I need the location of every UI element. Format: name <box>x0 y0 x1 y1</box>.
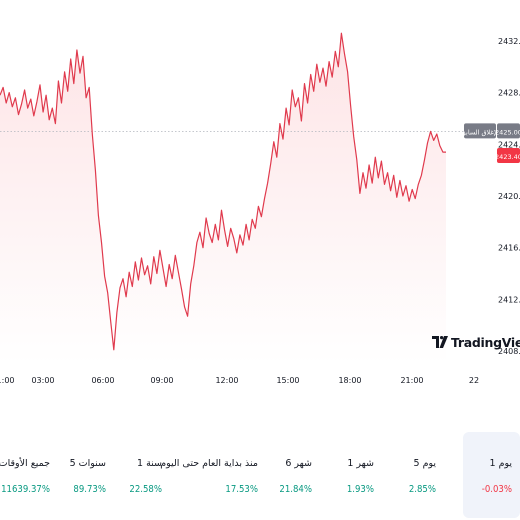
period-label: 5 سنوات <box>69 458 106 469</box>
previous-close-value-badge <box>497 123 520 139</box>
period-1-month[interactable]: 1 شهر 1.93% <box>320 432 382 518</box>
x-tick-label: 01:00 <box>0 376 15 385</box>
period-label: 6 شهر <box>285 458 312 469</box>
previous-close-label-badge <box>464 123 496 139</box>
y-tick-label: 2432.00 <box>498 37 520 46</box>
period-change: 11639.37% <box>1 484 50 495</box>
y-tick-label: 2416.00 <box>498 244 520 253</box>
price-chart-canvas[interactable]: 2408.00 2412.00 2416.00 2420.00 2424.00 2428.… <box>0 0 520 400</box>
period-label: منذ بداية العام حتى اليوم <box>160 458 258 469</box>
period-label: 1 سنة <box>137 458 162 469</box>
last-price-value: 2423.40 <box>495 153 520 161</box>
period-change: 2.85% <box>408 484 436 495</box>
y-tick-label: 2428.00 <box>498 89 520 98</box>
period-label: جميع الأوقات <box>0 458 50 469</box>
period-change: 21.84% <box>279 484 312 495</box>
price-chart[interactable]: 2408.00 2412.00 2416.00 2420.00 2424.00 2428.… <box>0 0 520 400</box>
period-change: 89.73% <box>73 484 106 495</box>
period-5-days[interactable]: 5 يوم 2.85% <box>382 432 444 518</box>
period-change: -0.03% <box>481 484 512 495</box>
price-line <box>0 32 446 351</box>
y-tick-label: 2412.00 <box>498 295 520 304</box>
period-5-years[interactable]: 5 سنوات 89.73% <box>58 432 114 518</box>
tradingview-logo[interactable]: TradingView <box>432 332 520 352</box>
period-change: 17.53% <box>225 484 258 495</box>
x-tick-label: 15:00 <box>276 376 299 385</box>
period-label: 5 يوم <box>413 458 436 469</box>
period-ytd[interactable]: منذ بداية العام حتى اليوم 17.53% <box>160 432 266 518</box>
last-price-badge <box>497 148 520 164</box>
tradingview-logo-text: TradingView <box>451 334 520 350</box>
previous-close-value: 2425.00 <box>495 128 520 136</box>
x-tick-label: 12:00 <box>215 376 238 385</box>
period-1-day[interactable]: 1 يوم -0.03% <box>463 432 520 518</box>
period-label: 1 يوم <box>489 458 512 469</box>
x-tick-label: 21:00 <box>400 376 423 385</box>
period-all-time[interactable]: جميع الأوقات 11639.37% <box>0 432 58 518</box>
x-tick-label: 09:00 <box>150 376 173 385</box>
y-tick-label: 2424.00 <box>498 140 520 149</box>
x-tick-label: 18:00 <box>338 376 361 385</box>
period-performance-bar: جميع الأوقات 11639.37% 5 سنوات 89.73% 1 … <box>0 432 520 520</box>
period-change: 22.58% <box>129 484 162 495</box>
period-6-months[interactable]: 6 شهر 21.84% <box>266 432 320 518</box>
x-tick-label: 06:00 <box>91 376 114 385</box>
price-area-fill <box>0 33 446 364</box>
y-tick-label: 2420.00 <box>498 192 520 201</box>
period-1-year[interactable]: 1 سنة 22.58% <box>114 432 170 518</box>
previous-close-label: الإغلاق السابق <box>461 128 500 136</box>
tradingview-logo-icon <box>432 336 448 348</box>
period-change: 1.93% <box>346 484 374 495</box>
x-tick-label: 03:00 <box>31 376 54 385</box>
y-tick-label: 2408.00 <box>498 347 520 356</box>
x-tick-label: 22 <box>469 376 479 385</box>
period-label: 1 شهر <box>347 458 374 469</box>
